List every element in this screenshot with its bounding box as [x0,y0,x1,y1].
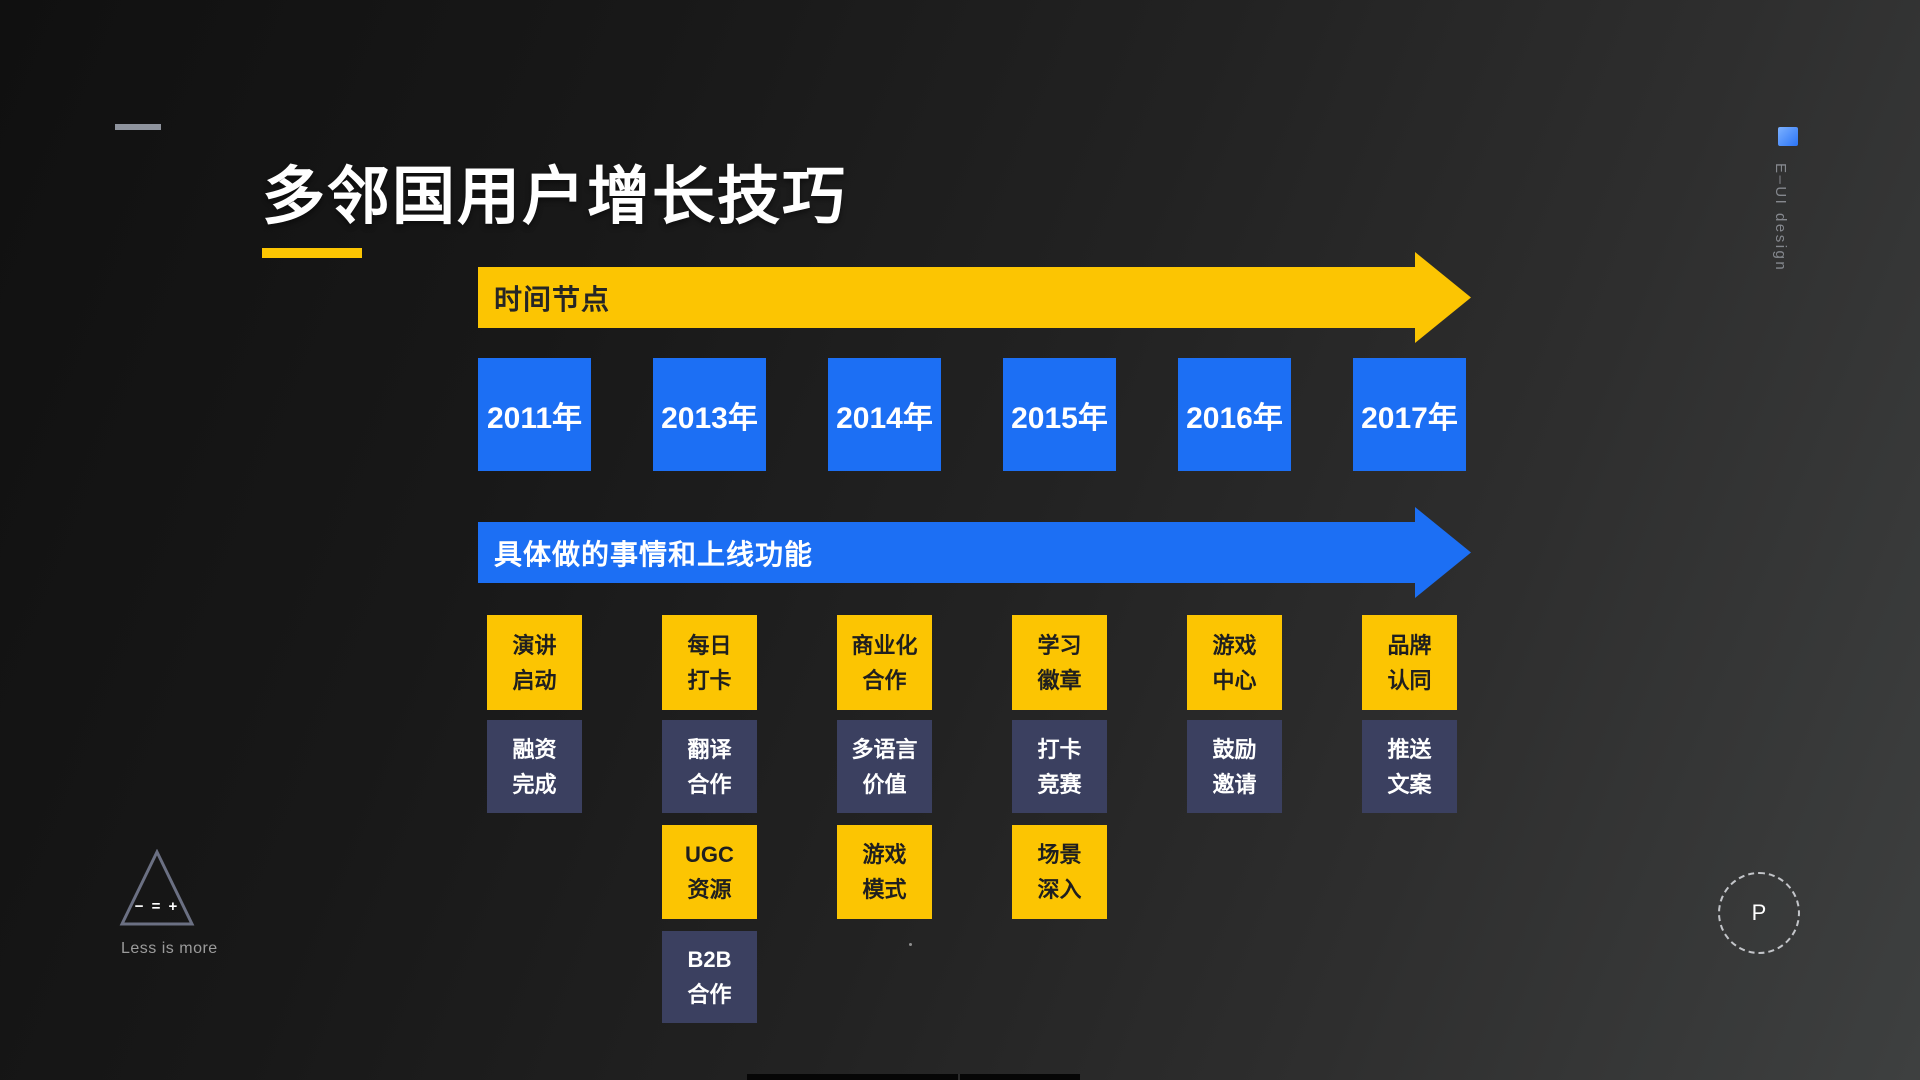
feature-box: 鼓励 邀请 [1187,720,1282,813]
year-box-2011: 2011年 [478,358,591,471]
page-marker-circle: P [1718,872,1800,954]
top-left-dash-decoration [115,124,161,130]
feature-box: 打卡 竞赛 [1012,720,1107,813]
triangle-logo-icon [119,849,195,926]
feature-box: 每日 打卡 [662,615,757,710]
year-box-2015: 2015年 [1003,358,1116,471]
year-box-2016: 2016年 [1178,358,1291,471]
vertical-brand-label: E–UI design [1772,163,1789,273]
feature-box: 商业化 合作 [837,615,932,710]
feature-box: 游戏 模式 [837,825,932,919]
year-box-2017: 2017年 [1353,358,1466,471]
feature-box: 融资 完成 [487,720,582,813]
feature-box: UGC 资源 [662,825,757,919]
features-arrow-blue-label: 具体做的事情和上线功能 [494,538,814,570]
title-underline-bar [262,248,362,258]
feature-box: 演讲 启动 [487,615,582,710]
bottom-black-bar-divider [958,1074,960,1080]
logo-caption: Less is more [121,940,218,957]
timeline-arrow-yellow-head [1415,252,1471,343]
page-marker-letter: P [1751,900,1767,925]
feature-box: 学习 徽章 [1012,615,1107,710]
blue-square-icon [1778,127,1798,146]
timeline-arrow-yellow-label: 时间节点 [494,283,611,315]
bottom-black-bar [747,1074,1080,1080]
features-arrow-blue: 具体做的事情和上线功能 [478,522,1415,583]
timeline-arrow-yellow: 时间节点 [478,267,1415,328]
feature-box: B2B 合作 [662,931,757,1023]
feature-box: 多语言 价值 [837,720,932,813]
year-box-2013: 2013年 [653,358,766,471]
year-box-2014: 2014年 [828,358,941,471]
features-arrow-blue-head [1415,507,1471,598]
feature-box: 场景 深入 [1012,825,1107,919]
feature-box: 翻译 合作 [662,720,757,813]
feature-box: 品牌 认同 [1362,615,1457,710]
stray-dot [909,943,912,946]
feature-box: 游戏 中心 [1187,615,1282,710]
feature-box: 推送 文案 [1362,720,1457,813]
slide-title: 多邻国用户增长技巧 [262,162,847,232]
logo-symbols: − = + [134,898,180,915]
